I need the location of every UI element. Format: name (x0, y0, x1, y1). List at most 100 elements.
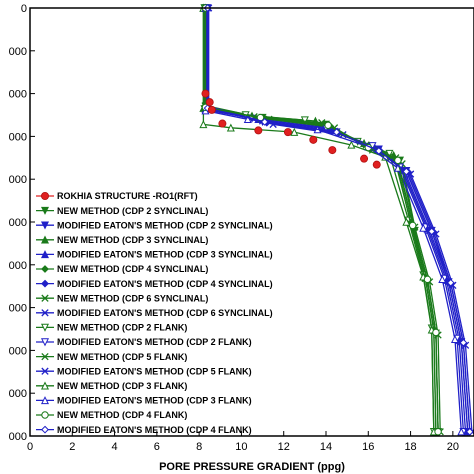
series-point (243, 114, 252, 123)
x-tick-label: 20 (447, 441, 459, 453)
legend-entry: MODIFIED EATON'S METHOD (CDP 2 SYNCLINAL… (36, 220, 273, 230)
y-tick-label: 0 (21, 3, 27, 15)
rft-point (207, 105, 216, 114)
x-tick-label: 12 (278, 441, 290, 453)
legend-swatch-marker (40, 396, 50, 405)
rft-point (205, 98, 214, 107)
legend-label: NEW METHOD (CDP 3 FLANK) (57, 381, 187, 391)
legend-swatch-marker (41, 425, 49, 434)
legend-swatch-marker (41, 279, 49, 288)
legend-label: MODIFIED EATON'S METHOD (CDP 5 FLANK) (57, 366, 252, 376)
series-point (300, 116, 309, 125)
rft-point (201, 89, 210, 98)
y-tick-label: 000 (9, 345, 27, 357)
series-point (434, 428, 442, 436)
legend-swatch-marker (41, 265, 49, 273)
series-line (204, 8, 462, 432)
rft-point (254, 126, 263, 135)
legend-entry: MODIFIED EATON'S METHOD (CDP 3 SYNCLINAL… (36, 250, 273, 260)
legend-label: NEW METHOD (CDP 2 SYNCLINAL) (57, 206, 208, 216)
y-tick-label: 000 (9, 303, 27, 315)
rft-point (218, 119, 227, 128)
legend-swatch-marker (41, 367, 49, 375)
rft-layer (201, 89, 381, 169)
legend-entry: MODIFIED EATON'S METHOD (CDP 3 FLANK) (36, 396, 252, 406)
legend-swatch-marker (40, 381, 50, 390)
legend-entry: MODIFIED EATON'S METHOD (CDP 2 FLANK) (36, 337, 252, 347)
series-point (450, 334, 459, 343)
series-point (374, 147, 383, 155)
x-axis-title: PORE PRESSURE GRADIENT (ppg) (159, 461, 345, 473)
rft-point (360, 154, 369, 163)
legend-label: NEW METHOD (CDP 3 SYNCLINAL) (57, 235, 208, 245)
y-tick-label: 000 (9, 89, 27, 101)
series-point (332, 128, 341, 137)
series-point (432, 328, 440, 337)
series-point (438, 275, 447, 284)
series-point (408, 221, 417, 230)
x-axis: 0 2 4 6 8 10 12 14 16 18 20 (27, 431, 459, 453)
legend-entry: MODIFIED EATON'S METHOD (CDP 4 FLANK) (36, 425, 252, 435)
legend-swatch-marker (40, 338, 50, 347)
legend-entry: ROKHIA STRUCTURE -RO1(RFT) (36, 191, 198, 201)
legend-swatch-marker (40, 206, 50, 215)
legend-swatch-marker (40, 221, 50, 230)
x-tick-label: 16 (362, 441, 374, 453)
x-tick-label: 2 (69, 441, 75, 453)
rft-point (372, 160, 381, 169)
series-point (226, 123, 235, 132)
legend-label: MODIFIED EATON'S METHOD (CDP 2 FLANK) (57, 337, 252, 347)
legend-entry: NEW METHOD (CDP 2 FLANK) (36, 323, 187, 333)
legend-entry: MODIFIED EATON'S METHOD (CDP 4 SYNCLINAL… (36, 279, 273, 289)
y-tick-label: 000 (9, 260, 27, 272)
legend-swatch-marker (41, 309, 49, 317)
x-tick-label: 8 (196, 441, 202, 453)
series-point (290, 127, 299, 136)
legend-entry: NEW METHOD (CDP 2 SYNCLINAL) (36, 206, 208, 216)
series-point (394, 156, 402, 165)
legend-swatch-marker (41, 191, 50, 200)
series-line (206, 8, 471, 432)
legend-label: ROKHIA STRUCTURE -RO1(RFT) (57, 191, 198, 201)
series-point (423, 275, 432, 284)
series-point (457, 427, 466, 436)
legend-label: MODIFIED EATON'S METHOD (CDP 2 SYNCLINAL… (57, 220, 273, 230)
y-tick-label: 000 (9, 46, 27, 58)
series-point (465, 427, 474, 436)
y-tick-label: 000 (9, 174, 27, 186)
legend-swatch-marker (41, 294, 49, 302)
series-point (324, 121, 332, 129)
legend-label: MODIFIED EATON'S METHOD (CDP 4 FLANK) (57, 425, 252, 435)
series-point (347, 140, 356, 149)
x-tick-label: 10 (235, 441, 247, 453)
rft-point (328, 146, 337, 155)
legend-label: MODIFIED EATON'S METHOD (CDP 3 FLANK) (57, 396, 252, 406)
legend-label: NEW METHOD (CDP 4 SYNCLINAL) (57, 264, 208, 274)
legend-entry: NEW METHOD (CDP 3 FLANK) (36, 381, 187, 391)
y-tick-label: 000 (9, 217, 27, 229)
y-tick-label: 000 (9, 388, 27, 400)
legend-label: MODIFIED EATON'S METHOD (CDP 3 SYNCLINAL… (57, 250, 273, 260)
legend-label: MODIFIED EATON'S METHOD (CDP 6 SYNCLINAL… (57, 308, 273, 318)
legend-entry: MODIFIED EATON'S METHOD (CDP 5 FLANK) (36, 366, 252, 376)
series-point (402, 217, 411, 226)
legend-label: NEW METHOD (CDP 4 FLANK) (57, 410, 187, 420)
legend-entry: NEW METHOD (CDP 4 SYNCLINAL) (36, 264, 208, 274)
legend-entry: NEW METHOD (CDP 5 FLANK) (36, 352, 187, 362)
legend-entry: MODIFIED EATON'S METHOD (CDP 6 SYNCLINAL… (36, 308, 273, 318)
y-tick-label: 000 (9, 431, 27, 443)
x-tick-label: 4 (112, 441, 118, 453)
legend-swatch-marker (40, 235, 50, 244)
x-tick-label: 6 (154, 441, 160, 453)
legend-swatch-marker (41, 411, 49, 419)
legend-label: NEW METHOD (CDP 5 FLANK) (57, 352, 187, 362)
rft-point (309, 135, 318, 144)
legend-label: NEW METHOD (CDP 2 FLANK) (57, 323, 187, 333)
x-tick-label: 14 (320, 441, 332, 453)
y-tick-label: 000 (9, 131, 27, 143)
series-point (385, 149, 394, 158)
series-point (427, 227, 436, 236)
legend-swatch-marker (40, 323, 50, 332)
